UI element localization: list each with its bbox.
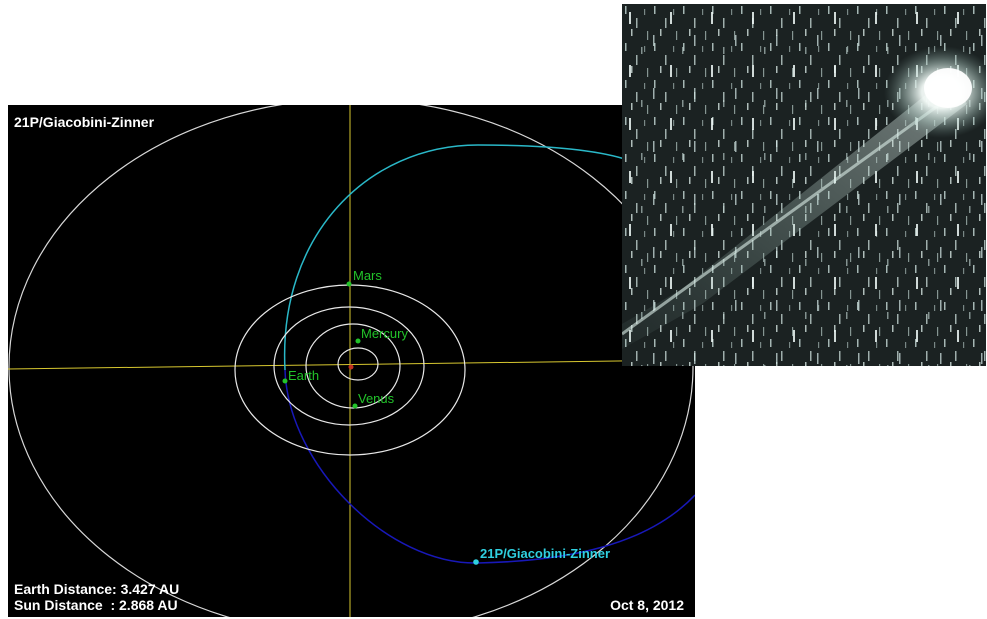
- comet-photo-canvas: [622, 4, 986, 366]
- mercury-orbit: [337, 347, 379, 381]
- horizontal-axis: [8, 359, 695, 370]
- diagram-title: 21P/Giacobini-Zinner: [14, 114, 155, 130]
- orbit-canvas: Mars Mercury Earth Venus 21P/Giacobini-Z…: [8, 105, 695, 617]
- comet-orbit-above: [283, 144, 629, 371]
- comet-label: 21P/Giacobini-Zinner: [480, 546, 610, 561]
- comet-dot: [473, 559, 479, 565]
- mercury-dot: [355, 338, 361, 344]
- mars-dot: [346, 281, 352, 287]
- outer-orbit: [8, 105, 694, 617]
- earth-orbit: [273, 306, 425, 426]
- venus-dot: [352, 403, 358, 409]
- comet-tail: [622, 74, 967, 349]
- comet-orbit-below: [284, 369, 695, 564]
- sun: [348, 364, 354, 370]
- venus-orbit: [305, 323, 401, 409]
- date-label: Oct 8, 2012: [610, 597, 684, 613]
- venus-label: Venus: [358, 391, 395, 406]
- earth-distance: Earth Distance: 3.427 AU: [14, 581, 179, 597]
- orbit-diagram: Mars Mercury Earth Venus 21P/Giacobini-Z…: [8, 105, 695, 617]
- mars-label: Mars: [353, 268, 382, 283]
- comet-nucleus: [924, 68, 972, 108]
- mercury-label: Mercury: [361, 326, 408, 341]
- comet-photograph: [622, 4, 986, 366]
- earth-label: Earth: [288, 368, 319, 383]
- sun-distance: Sun Distance : 2.868 AU: [14, 597, 178, 613]
- earth-dot: [282, 378, 288, 384]
